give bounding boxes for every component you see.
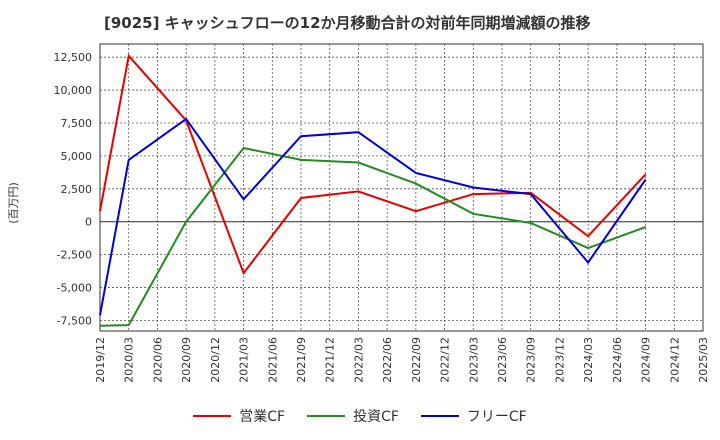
x-tick-label: 2020/12 bbox=[209, 337, 222, 383]
y-tick-label: -5,000 bbox=[57, 282, 92, 295]
x-tick-label: 2020/06 bbox=[151, 337, 164, 383]
legend-label-investing-cf: 投資CF bbox=[353, 409, 399, 425]
y-tick-label: 7,500 bbox=[61, 117, 93, 130]
x-tick-label: 2021/12 bbox=[324, 337, 337, 383]
x-tick-label: 2023/03 bbox=[467, 337, 480, 383]
legend-swatch-investing-cf bbox=[307, 415, 346, 417]
y-tick-label: -2,500 bbox=[57, 249, 92, 262]
x-tick-label: 2023/09 bbox=[525, 337, 538, 383]
chart-title: [9025] キャッシュフローの12か月移動合計の対前年同期増減額の推移 bbox=[104, 14, 591, 32]
x-tick-label: 2021/06 bbox=[266, 337, 279, 383]
y-tick-label: 0 bbox=[85, 216, 92, 229]
x-tick-label: 2024/03 bbox=[582, 337, 595, 383]
operating-cf-line bbox=[99, 53, 647, 276]
legend-label-free-cf: フリーCF bbox=[466, 409, 527, 425]
x-tick-label: 2022/12 bbox=[439, 337, 452, 383]
investing-cf-line bbox=[99, 146, 646, 327]
y-tick-label: 10,000 bbox=[54, 84, 93, 97]
x-tick-label: 2023/12 bbox=[553, 337, 566, 383]
y-tick-label: 5,000 bbox=[61, 150, 93, 163]
y-tick-label: -7,500 bbox=[57, 314, 92, 327]
x-tick-label: 2024/06 bbox=[611, 337, 624, 383]
x-tick-label: 2024/09 bbox=[640, 337, 653, 383]
legend-label-operating-cf: 営業CF bbox=[239, 409, 286, 425]
x-tick-label: 2022/09 bbox=[410, 337, 423, 383]
y-tick-label: 2,500 bbox=[61, 183, 93, 196]
legend-item-operating-cf: 営業CF bbox=[193, 406, 285, 426]
free-cf-line bbox=[99, 117, 647, 316]
x-tick-label: 2022/06 bbox=[381, 337, 394, 383]
x-tick-label: 2023/06 bbox=[496, 337, 509, 383]
x-tick-label: 2025/03 bbox=[697, 337, 710, 383]
x-tick-label: 2022/03 bbox=[352, 337, 365, 383]
x-tick-label: 2019/12 bbox=[94, 337, 107, 383]
legend-item-free-cf: フリーCF bbox=[420, 406, 527, 426]
legend-item-investing-cf: 投資CF bbox=[307, 406, 399, 426]
plot-area bbox=[100, 44, 703, 331]
x-tick-label: 2020/03 bbox=[123, 337, 136, 383]
x-tick-label: 2024/12 bbox=[668, 337, 681, 383]
x-tick-label: 2021/03 bbox=[238, 337, 251, 383]
x-tick-label: 2021/09 bbox=[295, 337, 308, 383]
legend: 営業CF 投資CF フリーCF bbox=[0, 402, 720, 430]
y-tick-label: 12,500 bbox=[54, 51, 93, 64]
legend-swatch-free-cf bbox=[420, 415, 459, 417]
plot-frame bbox=[99, 43, 704, 332]
legend-swatch-operating-cf bbox=[193, 415, 232, 417]
x-tick-label: 2020/09 bbox=[180, 337, 193, 383]
